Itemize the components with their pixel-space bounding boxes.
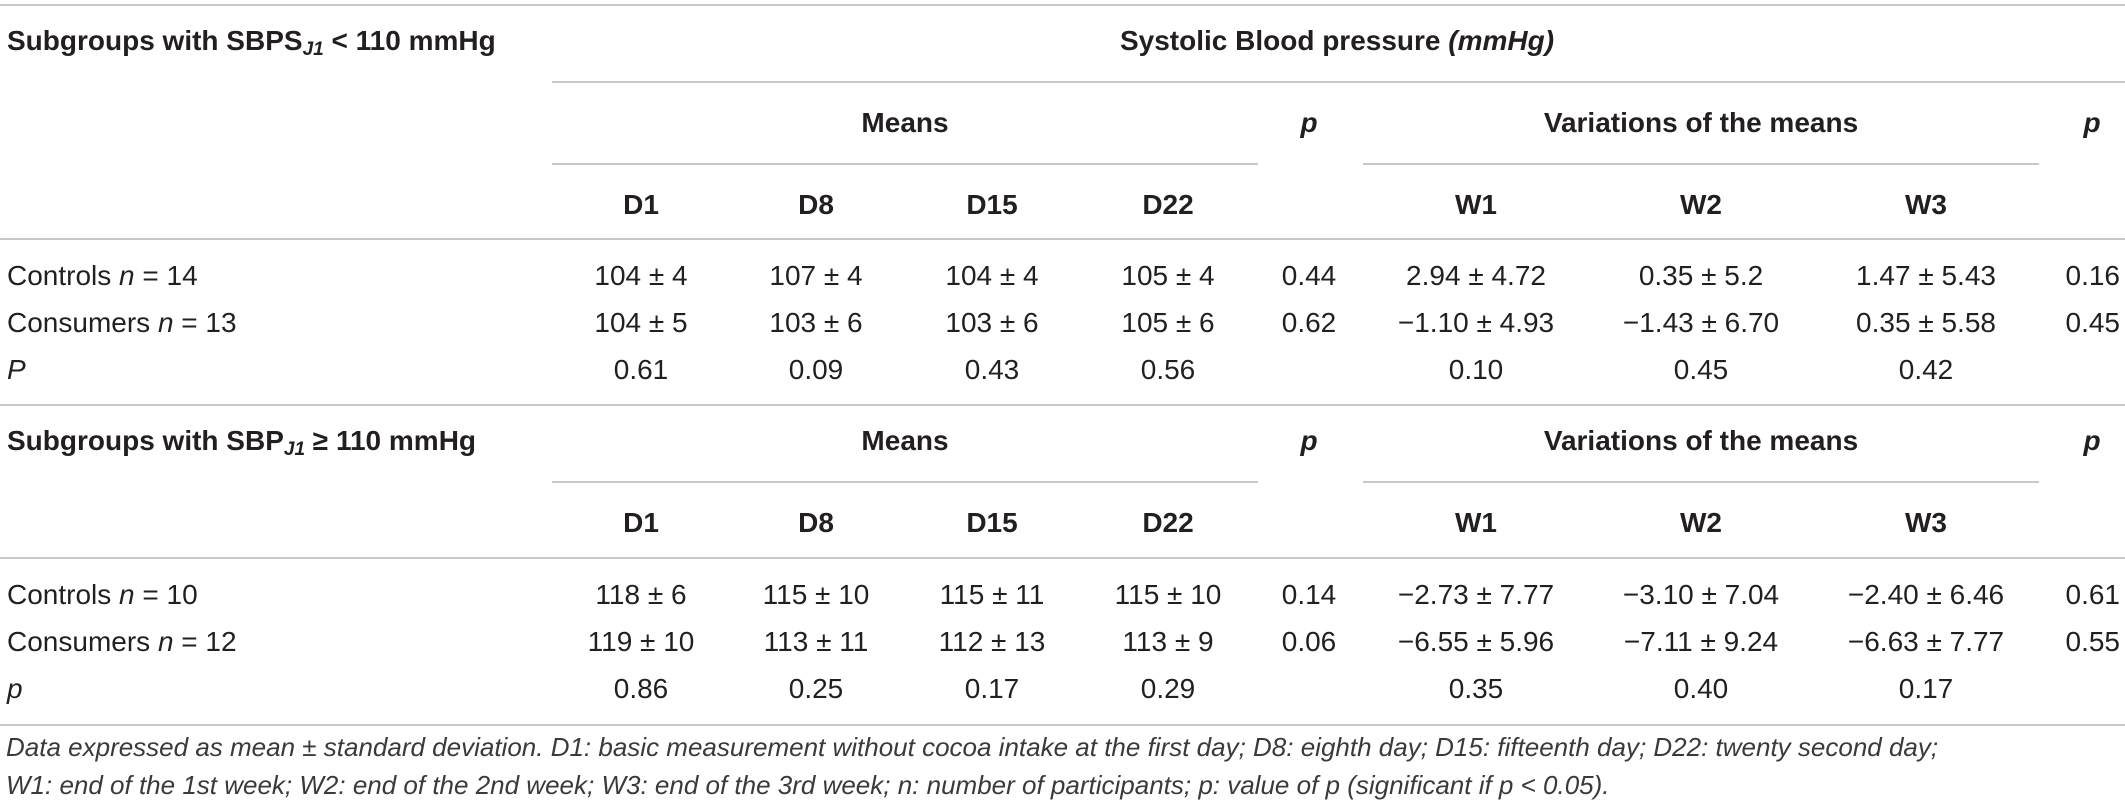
cell-d1: 104 ± 5 [594,307,688,338]
variations-underline-1 [1363,163,2039,165]
cell-d15: 103 ± 6 [945,307,1039,338]
variations-header-1: Variations of the means [1543,107,1859,138]
subgroup2-header: Subgroups with SBPJ1 ≥ 110 mmHg [7,425,477,460]
col-d1: D1 [623,507,659,538]
subgroup1-header: Subgroups with SBPSJ1 < 110 mmHg [7,25,496,60]
cell-d8: 0.25 [788,673,844,704]
cell-w2: 0.35 ± 5.2 [1638,260,1764,291]
row-label: Controls n = 10 [7,579,198,610]
cell-d1: 119 ± 10 [587,626,695,657]
cell-d15: 115 ± 11 [939,579,1045,610]
cell-w3: −6.63 ± 7.77 [1847,626,2005,657]
bottom-rule [0,724,2125,726]
cell-p-var: 0.16 [2065,260,2121,291]
col-w1: W1 [1455,507,1497,538]
footnote-line-1: Data expressed as mean ± standard deviat… [6,732,1939,762]
table-footnote: Data expressed as mean ± standard deviat… [6,728,2116,804]
cell-w3: 0.17 [1898,673,1954,704]
cell-d22: 113 ± 9 [1122,626,1214,657]
col-w1: W1 [1455,189,1497,220]
cell-p-means: 0.44 [1281,260,1337,291]
cell-w3: 0.35 ± 5.58 [1856,307,1996,338]
p-variations-header-1: p [2083,107,2101,138]
cell-w2: −1.43 ± 6.70 [1622,307,1780,338]
cell-w1: 2.94 ± 4.72 [1406,260,1546,291]
cell-w1: 0.10 [1448,354,1504,385]
row-label: Consumers n = 13 [7,307,237,338]
col-d8: D8 [798,507,834,538]
cell-p-means: 0.06 [1281,626,1337,657]
cell-d1: 104 ± 4 [594,260,688,291]
group-separator-rule [0,404,2125,406]
row-label: Controls n = 14 [7,260,198,291]
means-underline-1 [552,163,1258,165]
cell-d8: 107 ± 4 [769,260,863,291]
cell-d22: 0.29 [1140,673,1196,704]
cell-w1: −2.73 ± 7.77 [1397,579,1555,610]
p-variations-header-2: p [2083,425,2101,456]
col-d22: D22 [1142,189,1194,220]
cell-w1: 0.35 [1448,673,1504,704]
col-w3: W3 [1905,507,1947,538]
cell-w3: 0.42 [1898,354,1954,385]
col-d8: D8 [798,189,834,220]
variations-header-2: Variations of the means [1543,425,1859,456]
cell-p-means: 0.14 [1281,579,1337,610]
cell-w1: −6.55 ± 5.96 [1397,626,1555,657]
cell-d8: 0.09 [788,354,844,385]
cell-w2: −7.11 ± 9.24 [1623,626,1779,657]
cell-d22: 115 ± 10 [1114,579,1222,610]
col-w2: W2 [1680,507,1722,538]
row-label: p [7,673,23,704]
top-rule [0,4,2125,6]
col-w3: W3 [1905,189,1947,220]
cell-d15: 0.43 [964,354,1020,385]
cell-w3: −2.40 ± 6.46 [1847,579,2005,610]
cell-d8: 103 ± 6 [769,307,863,338]
cell-w2: 0.40 [1673,673,1729,704]
title-underline [552,81,2125,83]
means-header-1: Means [861,107,949,138]
cell-d1: 0.86 [613,673,669,704]
cell-d1: 118 ± 6 [595,579,687,610]
col-w2: W2 [1680,189,1722,220]
footnote-line-2: W1: end of the 1st week; W2: end of the … [6,770,1610,800]
means-header-2: Means [861,425,949,456]
cell-d15: 112 ± 13 [938,626,1046,657]
cell-d22: 105 ± 6 [1121,307,1215,338]
cell-p-means: 0.62 [1281,307,1337,338]
cell-d8: 115 ± 10 [762,579,870,610]
p-means-header-2: p [1300,425,1318,456]
cell-w2: 0.45 [1673,354,1729,385]
col-d15: D15 [966,507,1018,538]
col-d1: D1 [623,189,659,220]
cell-d22: 105 ± 4 [1121,260,1215,291]
col-d22: D22 [1142,507,1194,538]
table-title: Systolic Blood pressure (mmHg) [1119,25,1555,56]
row-label: Consumers n = 12 [7,626,237,657]
cell-d15: 0.17 [964,673,1020,704]
cell-d1: 0.61 [613,354,669,385]
cell-w3: 1.47 ± 5.43 [1856,260,1996,291]
row-label: P [7,354,26,385]
cell-d8: 113 ± 11 [763,626,869,657]
cell-p-var: 0.61 [2065,579,2121,610]
header-rule-2 [0,557,2125,559]
header-rule-1 [0,238,2125,240]
cell-d15: 104 ± 4 [945,260,1039,291]
cell-w1: −1.10 ± 4.93 [1397,307,1555,338]
cell-p-var: 0.45 [2065,307,2121,338]
col-d15: D15 [966,189,1018,220]
variations-underline-2 [1363,481,2039,483]
cell-d22: 0.56 [1140,354,1196,385]
cell-w2: −3.10 ± 7.04 [1622,579,1780,610]
p-means-header-1: p [1300,107,1318,138]
means-underline-2 [552,481,1258,483]
cell-p-var: 0.55 [2065,626,2121,657]
